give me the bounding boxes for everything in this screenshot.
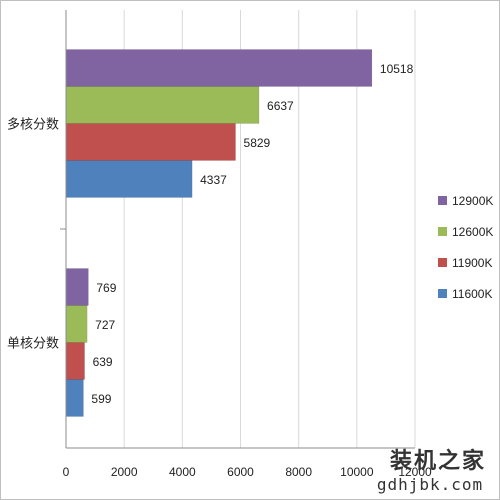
legend-label: 12900K (452, 194, 493, 208)
data-label: 5829 (244, 136, 271, 150)
x-tick-label: 12000 (398, 465, 432, 479)
bar-12600k-multi (65, 86, 260, 124)
data-label: 10518 (380, 62, 414, 76)
data-label: 599 (91, 392, 111, 406)
bar-11600k-single (65, 379, 84, 417)
x-tick-label: 2000 (111, 465, 138, 479)
data-label: 4337 (200, 173, 227, 187)
x-tick-label: 0 (63, 465, 70, 479)
data-label: 639 (93, 355, 113, 369)
watermark-url: gdhjbk.com (377, 475, 483, 494)
data-label: 727 (95, 318, 115, 332)
bar-12900k-single (65, 268, 89, 306)
bar-11600k-multi (65, 160, 193, 198)
x-tick-label: 10000 (340, 465, 374, 479)
legend-swatch (438, 196, 447, 205)
legend-swatch (438, 289, 447, 298)
bar-11900k-single (65, 342, 85, 380)
x-tick-label: 8000 (285, 465, 312, 479)
category-label: 单核分数 (7, 336, 59, 351)
legend-swatch (438, 258, 447, 267)
category-label: 多核分数 (7, 117, 59, 132)
legend-label: 11600K (452, 287, 492, 301)
legend-label: 11900K (452, 256, 492, 270)
bar-11900k-multi (65, 123, 236, 161)
bar-12600k-single (65, 305, 88, 343)
data-label: 769 (96, 281, 116, 295)
watermark-title: 装机之家 (390, 448, 486, 473)
bars: 10518 6637 5829 4337 769 727 639 599 (65, 49, 414, 417)
watermark: 装机之家 gdhjbk.com (377, 448, 486, 494)
x-tick-label: 4000 (169, 465, 196, 479)
x-tick-label: 6000 (227, 465, 254, 479)
legend-swatch (438, 227, 447, 236)
bar-12900k-multi (65, 49, 373, 87)
legend-label: 12600K (452, 225, 493, 239)
legend: 12900K 12600K 11900K 11600K (438, 194, 493, 301)
data-label: 6637 (267, 99, 294, 113)
